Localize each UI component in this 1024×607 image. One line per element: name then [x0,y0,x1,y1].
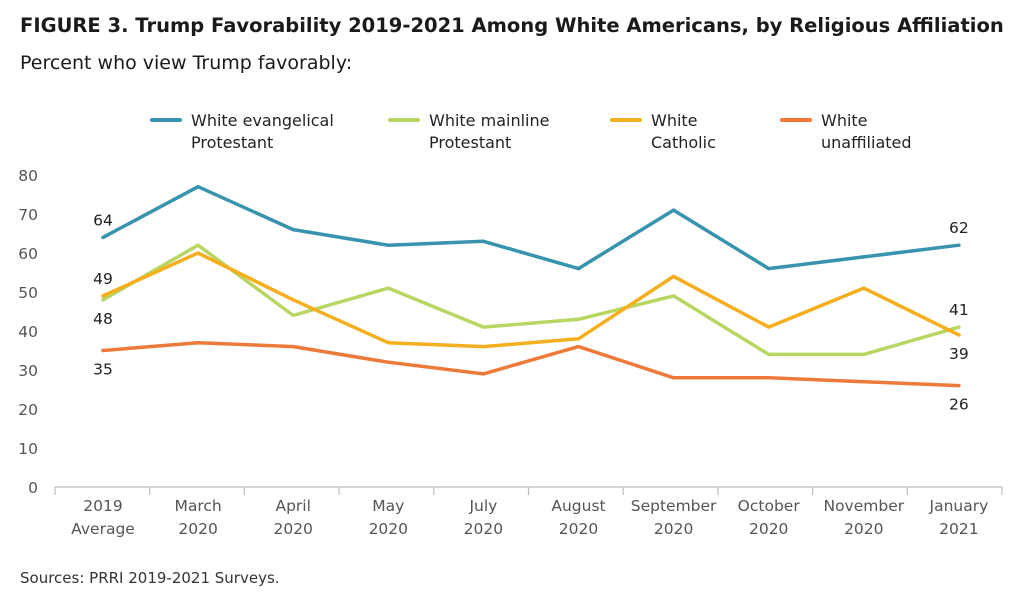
y-tick-label-20: 20 [18,401,38,419]
x-tick-label: September [631,497,717,515]
x-tick-label: 2021 [939,520,978,538]
data-point-1-0 [101,298,105,302]
data-point-3-4 [481,372,485,376]
x-tick-label: January [929,497,989,515]
data-label-1-9: 41 [949,301,969,319]
data-point-1-5 [576,317,581,321]
legend-label-0: White evangelical [191,111,334,130]
data-point-3-2 [291,345,295,349]
data-point-3-8 [862,380,866,384]
data-point-0-6 [672,208,676,212]
data-label-0-0: 64 [93,211,113,229]
x-tick-label: Average [71,520,135,538]
data-point-1-2 [291,313,295,317]
data-point-2-6 [672,274,676,278]
x-tick-label: 2020 [178,520,217,538]
y-axis: 0 10 20 30 40 50 60 70 80 [18,167,38,497]
data-point-2-4 [481,345,485,349]
data-label-0-9: 62 [949,219,969,237]
chart-title: FIGURE 3. Trump Favorability 2019-2021 A… [20,14,1004,37]
data-point-2-2 [291,298,295,302]
series-line-3 [101,340,961,388]
data-point-2-8 [862,286,866,290]
x-tick-label: 2020 [844,520,883,538]
data-point-3-0 [101,348,105,353]
y-tick-label-40: 40 [18,323,38,341]
data-point-3-1 [196,341,200,345]
data-label-2-0: 49 [93,270,113,288]
data-labels: 64 62 48 41 49 39 35 26 [93,211,969,413]
chart-subtitle: Percent who view Trump favorably: [20,52,353,74]
legend: White evangelical Protestant White mainlin… [150,111,912,152]
series-line-0 [101,184,961,271]
x-tick-label: October [738,497,801,515]
data-point-0-9 [957,243,961,247]
data-point-1-7 [767,352,771,356]
y-tick-label-30: 30 [18,362,38,380]
y-tick-label-80: 80 [18,167,38,185]
y-tick-label-10: 10 [18,440,38,458]
data-point-3-7 [767,376,771,380]
data-label-3-0: 35 [93,361,113,379]
data-point-2-9 [957,333,961,337]
x-tick-label: 2020 [559,520,598,538]
series-line-1 [101,243,961,357]
x-tick-label: July [468,497,497,515]
x-tick-label: 2020 [369,520,408,538]
data-label-1-0: 48 [93,310,113,328]
legend-label-3: unaffiliated [821,133,912,152]
legend-label-1: White mainline [429,111,549,130]
data-label-2-9: 39 [949,345,969,363]
data-point-0-7 [767,267,771,271]
x-tick-label: 2020 [749,520,788,538]
y-tick-label-60: 60 [18,245,38,263]
legend-label-3: White [821,111,868,130]
data-point-0-0 [101,235,105,239]
legend-label-1: Protestant [429,133,511,152]
data-point-0-8 [862,255,866,259]
legend-label-2: White [651,111,698,130]
y-tick-label-50: 50 [18,284,38,302]
data-point-1-3 [386,286,390,290]
data-point-2-0 [101,294,105,298]
data-point-2-5 [576,337,581,341]
x-tick-label: August [551,497,605,515]
data-point-0-3 [386,243,390,247]
series-lines [101,184,961,388]
y-tick-label-70: 70 [18,206,38,224]
data-point-1-1 [196,243,200,247]
data-label-3-9: 26 [949,396,969,414]
x-tick-label: May [372,497,404,515]
x-axis: 2019 Average March 2020 April 2020 May 2020 July… [54,486,1003,538]
data-point-0-2 [291,228,295,232]
legend-label-2: Catholic [651,133,716,152]
source-note: Sources: PRRI 2019-2021 Surveys. [20,569,280,587]
data-point-0-4 [481,239,485,243]
data-point-1-4 [481,325,485,329]
x-tick-label: March [174,497,221,515]
data-point-2-1 [196,251,200,255]
data-point-2-7 [767,325,771,329]
data-point-0-1 [196,185,200,189]
data-point-1-8 [862,352,866,356]
y-tick-label-0: 0 [28,479,38,497]
data-point-3-3 [386,360,390,364]
data-point-3-9 [957,384,961,388]
data-point-1-9 [957,325,961,329]
data-point-3-6 [672,376,676,380]
data-point-2-3 [386,341,390,345]
data-point-0-5 [576,267,581,271]
x-tick-label: 2020 [273,520,312,538]
legend-label-0: Protestant [191,133,273,152]
series-line-2 [101,251,961,349]
data-point-1-6 [672,294,676,298]
x-tick-label: November [823,497,904,515]
x-tick-label: April [275,497,310,515]
x-tick-label: 2020 [464,520,503,538]
data-point-3-5 [576,345,581,349]
x-tick-label: 2020 [654,520,693,538]
x-tick-label: 2019 [83,497,122,515]
